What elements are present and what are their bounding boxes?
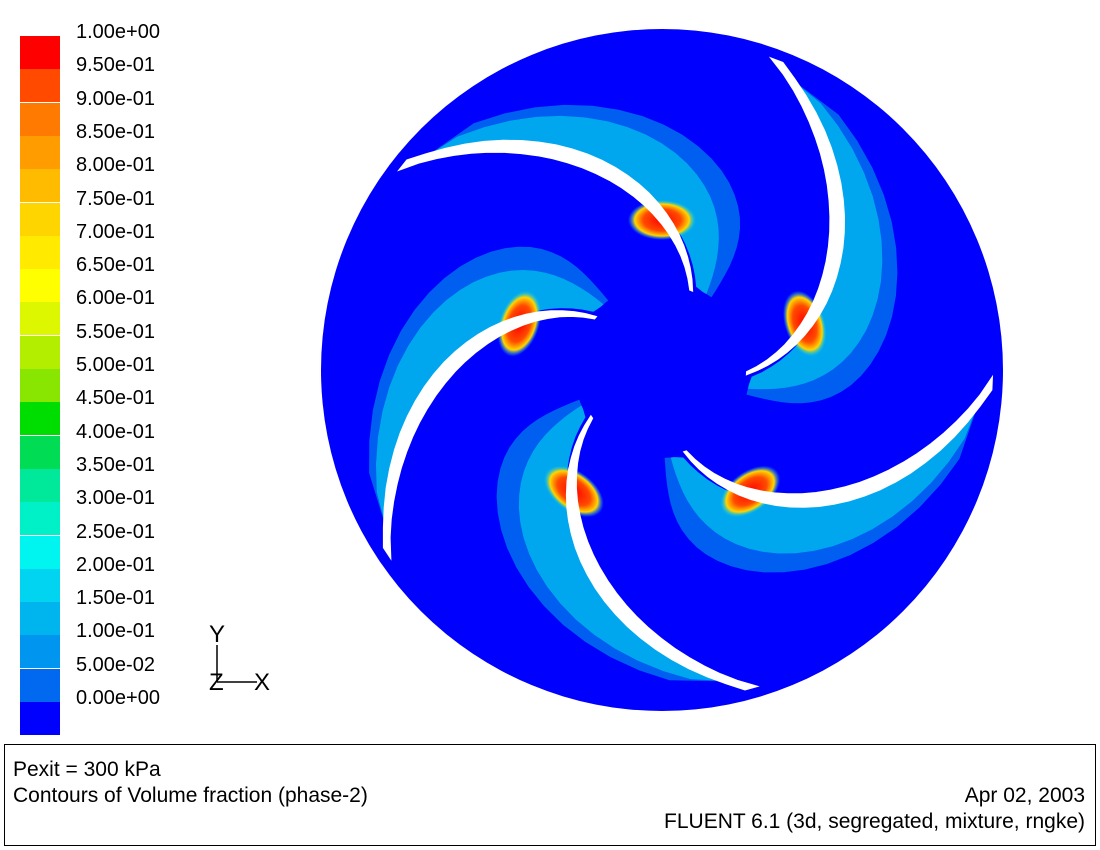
legend-swatch bbox=[20, 402, 60, 436]
legend-swatch bbox=[20, 502, 60, 536]
flow-passage-inner bbox=[419, 115, 719, 295]
info-box: Pexit = 300 kPa Contours of Volume fract… bbox=[4, 744, 1096, 846]
flow-passage-inner bbox=[376, 270, 604, 537]
legend-swatch bbox=[20, 269, 60, 303]
axis-triad-lines bbox=[216, 645, 257, 683]
legend-swatch bbox=[20, 135, 60, 169]
hub-region bbox=[574, 282, 750, 458]
x-axis-label: X bbox=[254, 669, 271, 696]
legend-swatch bbox=[20, 102, 60, 136]
legend-swatch bbox=[20, 202, 60, 236]
legend-swatch bbox=[20, 69, 60, 103]
legend-swatch bbox=[20, 635, 60, 669]
legend-label: 4.50e-01 bbox=[76, 387, 155, 410]
color-legend: 1.00e+00 9.50e-01 9.00e-01 8.50e-01 8.00e-01… bbox=[18, 21, 198, 735]
legend-swatch bbox=[20, 435, 60, 469]
flow-passage-inner bbox=[747, 74, 883, 390]
legend-swatch bbox=[20, 468, 60, 502]
legend-label: 0.00e+00 bbox=[76, 687, 160, 709]
legend-label: 1.00e+00 bbox=[76, 21, 160, 43]
legend-label: 1.50e-01 bbox=[76, 587, 155, 610]
legend-label: 9.00e-01 bbox=[76, 87, 155, 110]
impeller-blades bbox=[382, 56, 994, 691]
legend-label: 3.00e-01 bbox=[76, 487, 155, 510]
legend-label: 4.00e-01 bbox=[76, 420, 155, 443]
legend-swatch bbox=[20, 169, 60, 203]
impeller-blade bbox=[382, 310, 598, 561]
legend-label: 8.00e-01 bbox=[76, 154, 155, 177]
exit-pressure-label: Pexit = 300 kPa bbox=[13, 758, 161, 781]
plot-date: Apr 02, 2003 bbox=[964, 784, 1085, 807]
impeller-blade bbox=[745, 56, 846, 376]
axis-triad: Y Z X bbox=[205, 621, 280, 700]
y-axis-label: Y bbox=[209, 621, 226, 648]
legend-label: 6.00e-01 bbox=[76, 287, 155, 310]
legend-label: 6.50e-01 bbox=[76, 254, 155, 277]
flow-passage-inner bbox=[518, 405, 736, 682]
legend-swatch bbox=[20, 302, 60, 336]
legend-swatch bbox=[20, 702, 60, 735]
impeller-blade bbox=[565, 414, 760, 691]
legend-swatch bbox=[20, 602, 60, 636]
legend-label: 3.50e-01 bbox=[76, 453, 155, 476]
impeller-blade bbox=[397, 139, 694, 292]
legend-label: 7.50e-01 bbox=[76, 187, 155, 210]
legend-label: 5.50e-01 bbox=[76, 320, 155, 343]
legend-label: 2.50e-01 bbox=[76, 520, 155, 543]
impeller-contour-plot bbox=[321, 29, 1003, 711]
legend-label: 7.00e-01 bbox=[76, 220, 155, 243]
legend-label: 8.50e-01 bbox=[76, 120, 155, 143]
legend-label: 9.50e-01 bbox=[76, 54, 155, 77]
legend-swatch bbox=[20, 36, 60, 69]
legend-swatch bbox=[20, 668, 60, 702]
solver-info: FLUENT 6.1 (3d, segregated, mixture, rng… bbox=[664, 810, 1085, 833]
legend-swatch bbox=[20, 568, 60, 602]
legend-swatch bbox=[20, 335, 60, 369]
legend-swatch bbox=[20, 535, 60, 569]
legend-label: 1.00e-01 bbox=[76, 620, 155, 643]
legend-swatch bbox=[20, 235, 60, 269]
legend-label: 5.00e-01 bbox=[76, 354, 155, 376]
impeller-blade bbox=[682, 374, 994, 508]
legend-swatch bbox=[20, 369, 60, 402]
plot-title: Contours of Volume fraction (phase-2) bbox=[13, 784, 368, 807]
legend-label: 5.00e-02 bbox=[76, 653, 155, 676]
legend-label: 2.00e-01 bbox=[76, 553, 155, 576]
z-axis-label: Z bbox=[209, 669, 224, 696]
